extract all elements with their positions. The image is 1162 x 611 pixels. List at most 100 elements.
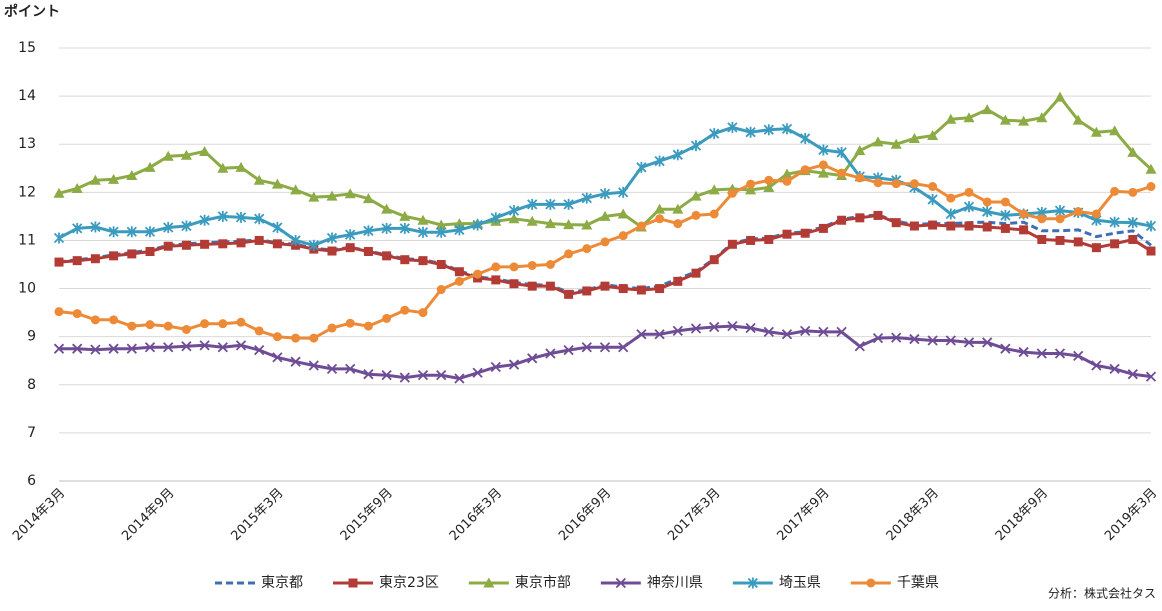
- marker: [872, 332, 884, 344]
- marker: [326, 363, 338, 375]
- marker: [800, 325, 811, 337]
- y-tick-label: 8: [27, 377, 36, 393]
- marker: [235, 340, 247, 351]
- marker-shape: [746, 235, 756, 245]
- marker-shape: [873, 210, 883, 220]
- marker-shape: [472, 367, 483, 378]
- marker: [72, 309, 82, 319]
- marker: [927, 194, 938, 206]
- marker-shape: [382, 251, 392, 261]
- marker: [745, 184, 757, 195]
- marker-shape: [236, 238, 246, 248]
- marker-shape: [564, 289, 574, 299]
- marker-shape: [909, 221, 919, 231]
- marker-shape: [345, 363, 356, 375]
- marker-shape: [866, 578, 876, 588]
- marker: [109, 251, 119, 261]
- marker: [909, 221, 919, 231]
- marker: [417, 214, 429, 225]
- marker: [527, 198, 538, 210]
- marker: [654, 329, 665, 340]
- marker-shape: [690, 323, 702, 334]
- marker: [781, 123, 793, 135]
- marker-shape: [126, 169, 138, 180]
- marker-shape: [491, 262, 501, 272]
- marker-shape: [1146, 246, 1156, 256]
- marker-shape: [655, 214, 665, 224]
- marker-shape: [163, 241, 173, 251]
- marker: [600, 281, 610, 291]
- marker: [747, 577, 758, 589]
- marker: [271, 178, 283, 189]
- marker-shape: [1018, 115, 1030, 126]
- marker-shape: [90, 344, 101, 355]
- marker-shape: [1036, 112, 1048, 123]
- marker: [891, 332, 902, 343]
- marker-shape: [617, 208, 629, 219]
- marker: [290, 234, 301, 246]
- marker-shape: [418, 308, 428, 318]
- marker: [672, 325, 683, 337]
- marker: [909, 333, 920, 345]
- marker: [636, 221, 646, 231]
- marker: [891, 218, 901, 228]
- marker-shape: [563, 219, 575, 230]
- marker: [617, 208, 629, 219]
- marker: [873, 178, 883, 188]
- marker: [400, 305, 410, 315]
- marker-shape: [581, 219, 593, 230]
- marker: [348, 578, 358, 588]
- marker: [945, 335, 956, 346]
- marker-shape: [982, 337, 993, 348]
- marker: [145, 320, 155, 330]
- source-note: 分析：株式会社タス: [1048, 586, 1156, 601]
- marker-shape: [126, 343, 137, 354]
- marker: [144, 161, 156, 172]
- marker: [472, 219, 483, 231]
- marker-shape: [818, 223, 828, 233]
- marker-shape: [235, 340, 247, 351]
- marker-shape: [1091, 209, 1101, 219]
- marker-shape: [90, 315, 100, 325]
- marker: [763, 326, 774, 337]
- marker: [473, 269, 483, 279]
- marker-shape: [53, 343, 65, 354]
- marker: [709, 128, 720, 140]
- marker: [217, 162, 229, 173]
- marker-shape: [545, 260, 555, 269]
- marker: [145, 247, 155, 257]
- marker-shape: [872, 136, 884, 147]
- marker: [382, 251, 392, 261]
- marker-shape: [453, 218, 465, 229]
- marker: [1091, 360, 1102, 371]
- marker-shape: [1091, 243, 1101, 253]
- marker: [53, 232, 65, 244]
- marker: [1128, 187, 1138, 197]
- marker: [963, 201, 975, 213]
- marker: [417, 226, 429, 238]
- marker: [454, 267, 464, 277]
- marker: [563, 345, 574, 356]
- marker-shape: [1054, 348, 1066, 359]
- marker: [54, 257, 64, 267]
- marker: [254, 326, 264, 336]
- marker-shape: [254, 326, 264, 336]
- marker: [417, 370, 429, 381]
- marker: [436, 370, 447, 381]
- y-tick-label: 11: [18, 232, 36, 248]
- marker: [1018, 115, 1030, 126]
- marker: [290, 184, 302, 195]
- marker: [163, 221, 174, 233]
- marker-shape: [800, 165, 810, 175]
- y-tick-label: 6: [27, 473, 36, 489]
- marker-shape: [473, 269, 483, 279]
- marker: [727, 239, 737, 249]
- marker: [399, 372, 410, 383]
- marker-shape: [563, 345, 574, 356]
- marker: [837, 215, 847, 225]
- marker-shape: [127, 321, 137, 331]
- marker: [800, 228, 810, 238]
- legend-item: 東京23区: [333, 575, 439, 591]
- marker: [928, 182, 938, 192]
- marker: [126, 169, 138, 180]
